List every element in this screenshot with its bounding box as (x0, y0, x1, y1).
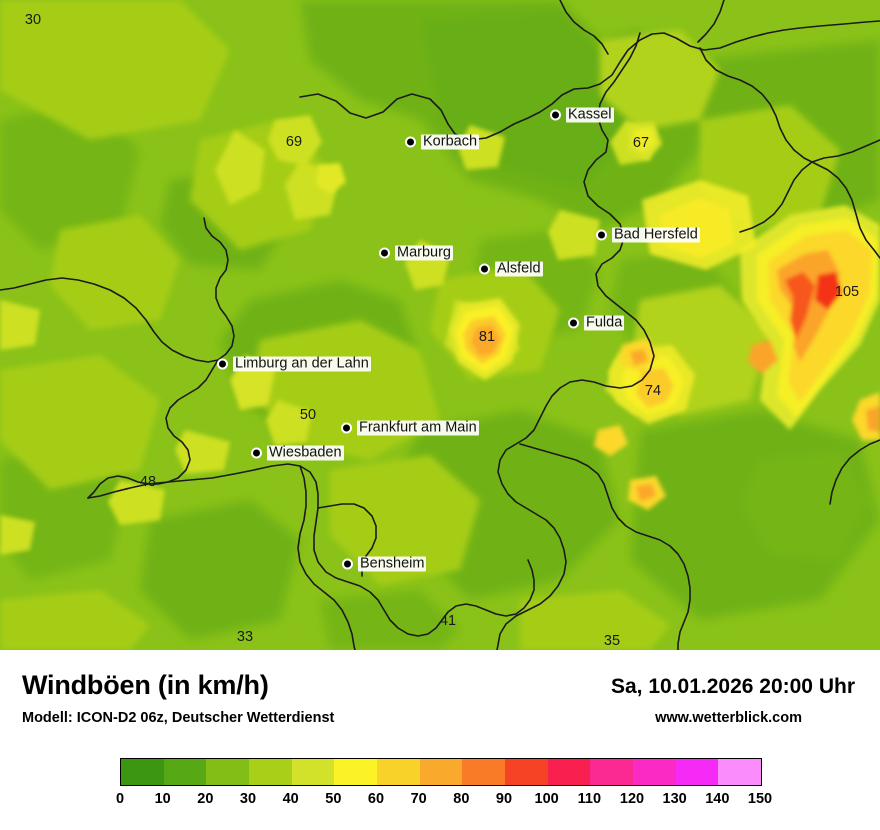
hotspot-69 (268, 115, 346, 194)
city-dot-icon (341, 422, 352, 434)
colorbar-tick-label: 130 (662, 791, 687, 807)
city-label: Alsfeld (495, 260, 543, 277)
city-label: Marburg (395, 244, 453, 261)
colorbar-segment (121, 759, 164, 785)
colorbar-tick-label: 0 (115, 791, 125, 807)
colorbar-tick-label: 80 (453, 791, 470, 807)
administrative-borders (0, 0, 880, 650)
gust-value: 30 (24, 11, 42, 28)
hotspot-81 (450, 298, 520, 380)
colorbar-tick-label: 120 (619, 791, 645, 807)
city-dot-icon (342, 558, 353, 570)
hotspot-74 (594, 338, 695, 510)
colorbar-segment (462, 759, 506, 785)
gust-value: 33 (236, 628, 254, 645)
colorbar-tick-label: 150 (747, 791, 773, 807)
gust-value: 105 (834, 283, 860, 300)
colorbar-segment (590, 759, 634, 785)
city-label: Bensheim (358, 555, 427, 572)
city-label: Frankfurt am Main (357, 419, 479, 436)
city-dot-icon (217, 358, 228, 370)
map-raster (0, 0, 880, 650)
colorbar-tick-label: 50 (325, 791, 342, 807)
gust-value: 81 (478, 328, 496, 345)
colorbar-segment (718, 759, 762, 785)
wind-gust-map[interactable]: Kassel Korbach Bad Hersfeld Marburg Alsf… (0, 0, 880, 650)
colorbar-legend: 0 10 20 30 40 50 60 70 80 90 100 110 120 130 140 150 (116, 758, 772, 811)
colorbar-tick-label: 90 (495, 791, 513, 807)
colorbar-segment (675, 759, 719, 785)
colorbar-gradient (120, 758, 762, 786)
gust-value: 35 (603, 632, 621, 649)
valid-time: Sa, 10.01.2026 20:00 Uhr (610, 675, 855, 698)
colorbar-tick-label: 70 (410, 791, 427, 807)
colorbar-segment (249, 759, 292, 785)
city-marker[interactable]: Korbach (405, 133, 480, 150)
colorbar-tick-label: 60 (367, 791, 385, 807)
gust-value: 67 (632, 134, 650, 151)
city-marker[interactable]: Wiesbaden (251, 444, 344, 461)
gust-value: 48 (139, 473, 157, 490)
city-marker[interactable]: Limburg an der Lahn (217, 355, 371, 372)
colorbar-tick-label: 110 (577, 791, 602, 807)
city-label: Fulda (584, 314, 625, 331)
gust-value: 50 (299, 406, 317, 423)
city-dot-icon (251, 447, 262, 459)
city-label: Bad Hersfeld (612, 226, 700, 243)
colorbar-tick-label: 100 (534, 791, 559, 807)
colorbar-ticks: 0 10 20 30 40 50 60 70 80 90 100 110 120 130 140 150 (116, 789, 772, 811)
city-label: Wiesbaden (267, 444, 344, 461)
city-label: Kassel (566, 106, 614, 123)
city-marker[interactable]: Bad Hersfeld (596, 226, 700, 243)
city-dot-icon (596, 229, 607, 241)
city-marker[interactable]: Fulda (568, 314, 625, 331)
city-marker[interactable]: Marburg (379, 244, 453, 261)
city-dot-icon (405, 136, 416, 148)
city-marker[interactable]: Frankfurt am Main (341, 419, 479, 436)
map-footer: Windböen (in km/h) Modell: ICON-D2 06z, … (0, 650, 880, 830)
colorbar-segment (633, 759, 676, 785)
city-dot-icon (479, 263, 490, 275)
colorbar-tick-label: 40 (282, 791, 299, 807)
gust-value: 41 (439, 612, 457, 629)
gust-value: 74 (644, 382, 662, 399)
colorbar-segment (291, 759, 335, 785)
colorbar-tick-label: 10 (154, 791, 171, 807)
hotspot-67 (628, 122, 662, 160)
colorbar-segment (419, 759, 463, 785)
city-marker[interactable]: Bensheim (342, 555, 427, 572)
colorbar-segment (547, 759, 591, 785)
city-dot-icon (550, 109, 561, 121)
colorbar-segment (377, 759, 420, 785)
city-label: Limburg an der Lahn (233, 355, 371, 372)
city-label: Korbach (421, 133, 480, 150)
city-marker[interactable]: Kassel (550, 106, 614, 123)
city-marker[interactable]: Alsfeld (479, 260, 543, 277)
page-title: Windböen (in km/h) (22, 670, 269, 700)
city-dot-icon (379, 247, 390, 259)
gust-value: 69 (285, 133, 303, 150)
high-gust-ridge (642, 180, 880, 440)
colorbar-tick-label: 20 (197, 791, 214, 807)
colorbar-segment (334, 759, 378, 785)
city-dot-icon (568, 317, 579, 329)
colorbar-tick-label: 30 (239, 791, 257, 807)
site-url: www.wetterblick.com (655, 710, 802, 726)
model-subtitle: Modell: ICON-D2 06z, Deutscher Wetterdie… (22, 710, 335, 726)
colorbar-segment (505, 759, 548, 785)
colorbar-segment (163, 759, 207, 785)
colorbar-segment (206, 759, 250, 785)
colorbar-tick-label: 140 (705, 791, 730, 807)
